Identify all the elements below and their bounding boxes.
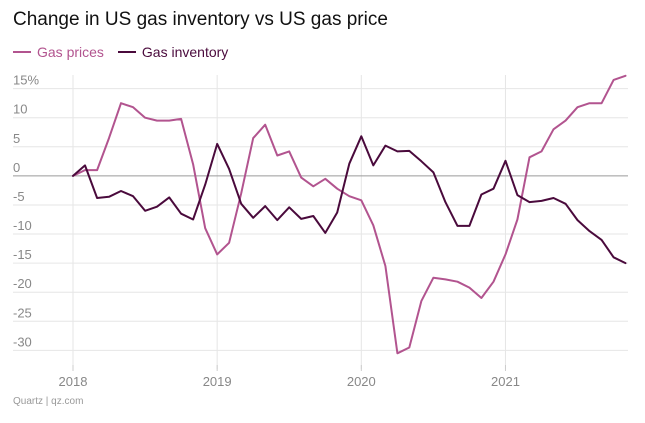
y-tick-label: -30 bbox=[13, 334, 32, 349]
x-tick-label: 2018 bbox=[59, 374, 88, 389]
y-tick-label: -25 bbox=[13, 305, 32, 320]
legend-label-gas-inventory: Gas inventory bbox=[141, 44, 229, 60]
legend-entry-gas-prices: Gas prices bbox=[13, 44, 104, 60]
series-line-gas-inventory bbox=[72, 135, 627, 265]
y-tick-label: 5 bbox=[13, 131, 20, 146]
x-tick-label: 2019 bbox=[203, 374, 232, 389]
legend-label-gas-prices: Gas prices bbox=[37, 44, 104, 60]
legend-entry-gas-inventory: Gas inventory bbox=[117, 44, 229, 60]
legend-swatch-gas-inventory bbox=[117, 51, 136, 53]
y-axis-ticks: 15% 10 5 0 -5 -10 -15 -20 -25 -30 bbox=[13, 73, 39, 350]
series-lines bbox=[72, 74, 627, 355]
y-tick-label: 0 bbox=[13, 160, 20, 175]
series-line-gas-prices bbox=[72, 74, 627, 355]
grid-lines bbox=[13, 75, 628, 369]
chart-title: Change in US gas inventory vs US gas pri… bbox=[13, 9, 388, 30]
x-axis-ticks: 2018 2019 2020 2021 bbox=[59, 365, 520, 389]
legend-swatch-gas-prices bbox=[13, 51, 31, 53]
y-tick-label: -20 bbox=[13, 276, 32, 291]
legend: Gas prices Gas inventory bbox=[13, 44, 242, 60]
source-credit: Quartz | qz.com bbox=[13, 396, 84, 407]
y-tick-label: 10 bbox=[13, 102, 27, 117]
x-tick-label: 2020 bbox=[347, 374, 376, 389]
y-tick-label: -5 bbox=[13, 189, 25, 204]
x-tick-label: 2021 bbox=[491, 374, 520, 389]
y-tick-label: 15% bbox=[13, 73, 39, 88]
y-tick-label: -10 bbox=[13, 218, 32, 233]
y-tick-label: -15 bbox=[13, 247, 32, 262]
